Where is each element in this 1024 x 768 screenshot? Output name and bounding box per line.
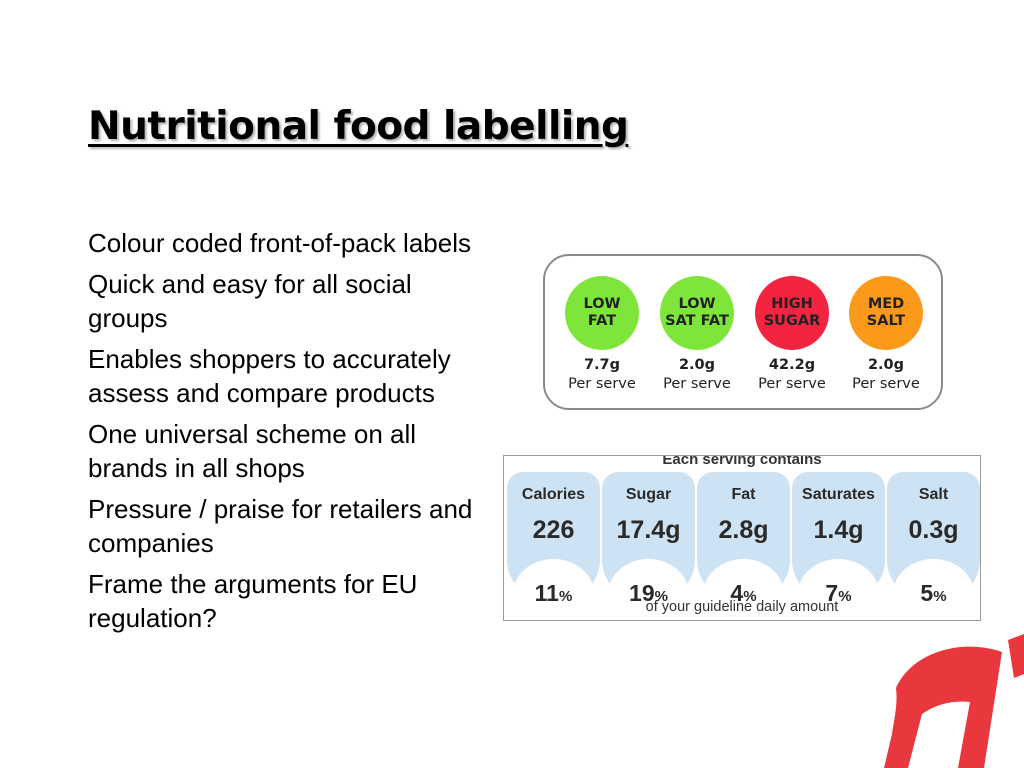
gda-percent: 19% [602,580,695,607]
logo-shape [884,646,1002,768]
gda-percent-circle [513,559,594,620]
traffic-light-level: LOW [583,296,621,312]
gda-percent: 7% [792,580,885,607]
gda-percent-value: 5 [920,580,934,606]
traffic-light-nutrient: SUGAR [763,313,821,329]
gda-nutrient-label: Salt [918,486,949,503]
gda-amount: 1.4g [813,516,864,544]
gda-header: Each serving contains [662,455,822,468]
gda-column-calories: Calories 226 11% [507,472,600,620]
gda-nutrient-label: Fat [731,486,756,503]
traffic-light-level: HIGH [771,296,813,312]
gda-percent-value: 4 [730,580,744,606]
gda-column-fat: Fat 2.8g 4% [697,472,790,620]
traffic-light-label: LOW FAT 7.7g Per serve LOW SAT FAT 2.0g Pe… [543,254,943,410]
gda-nutrient-label: Saturates [802,486,875,503]
traffic-light-circle: LOW FAT [565,276,639,350]
traffic-light-value: 2.0g [678,357,716,373]
gda-percent-circle [608,559,689,620]
traffic-light-nutrient: SALT [866,313,906,329]
gda-percent-sign: % [933,588,947,605]
slide-title: Nutritional food labelling [88,104,629,149]
red-brand-logo-icon [884,634,1024,768]
gda-amount: 0.3g [908,516,959,544]
gda-percent-circle [893,559,974,620]
gda-column-saturates: Saturates 1.4g 7% [792,472,885,620]
gda-nutrient-label: Sugar [625,486,672,503]
gda-amount: 2.8g [718,516,769,544]
traffic-light-unit: Per serve [568,376,636,392]
gda-column-salt: Salt 0.3g 5% [887,472,980,620]
traffic-light-unit: Per serve [852,376,920,392]
gda-label: Each serving contains Calories 226 11% S… [503,455,981,621]
gda-percent-sign: % [838,588,852,605]
traffic-light-value: 2.0g [867,357,905,373]
traffic-light-value: 7.7g [583,357,621,373]
gda-percent-value: 19 [629,580,655,606]
bullet-item: Enables shoppers to accurately assess an… [88,344,451,408]
bullet-item: One universal scheme on all brands in al… [88,419,417,483]
traffic-light-level: MED [867,296,905,312]
traffic-light-nutrient: SAT FAT [665,313,729,329]
gda-percent-circle [703,559,784,620]
gda-amount: 17.4g [616,516,681,544]
traffic-light-circle: LOW SAT FAT [660,276,734,350]
gda-percent-sign: % [743,588,757,605]
traffic-light-unit: Per serve [663,376,731,392]
gda-percent: 5% [887,580,980,607]
gda-amount: 226 [532,516,575,544]
logo-accent [1008,634,1024,678]
gda-nutrient-label: Calories [521,486,586,503]
gda-percent: 11% [507,580,600,607]
gda-percent-value: 7 [825,580,839,606]
bullet-item: Quick and easy for all social groups [88,269,412,333]
gda-percent-sign: % [654,588,668,605]
traffic-light-unit: Per serve [758,376,826,392]
bullet-item: Colour coded front-of-pack labels [88,228,471,258]
gda-percent-value: 11 [534,580,559,606]
gda-percent-circle [798,559,879,620]
bullet-item: Pressure / praise for retailers and comp… [88,494,473,558]
bullet-list: Colour coded front-of-pack labels Quick … [88,226,498,642]
traffic-light-nutrient: FAT [587,313,617,329]
traffic-light-level: LOW [678,296,716,312]
gda-percent: 4% [697,580,790,607]
traffic-light-value: 42.2g [768,357,816,373]
gda-column-sugar: Sugar 17.4g 19% [602,472,695,620]
traffic-light-circle: HIGH SUGAR [755,276,829,350]
bullet-item: Frame the arguments for EU regulation? [88,569,418,633]
traffic-light-circle: MED SALT [849,276,923,350]
gda-percent-sign: % [558,588,573,605]
gda-footer: of your guideline daily amount [645,599,839,615]
